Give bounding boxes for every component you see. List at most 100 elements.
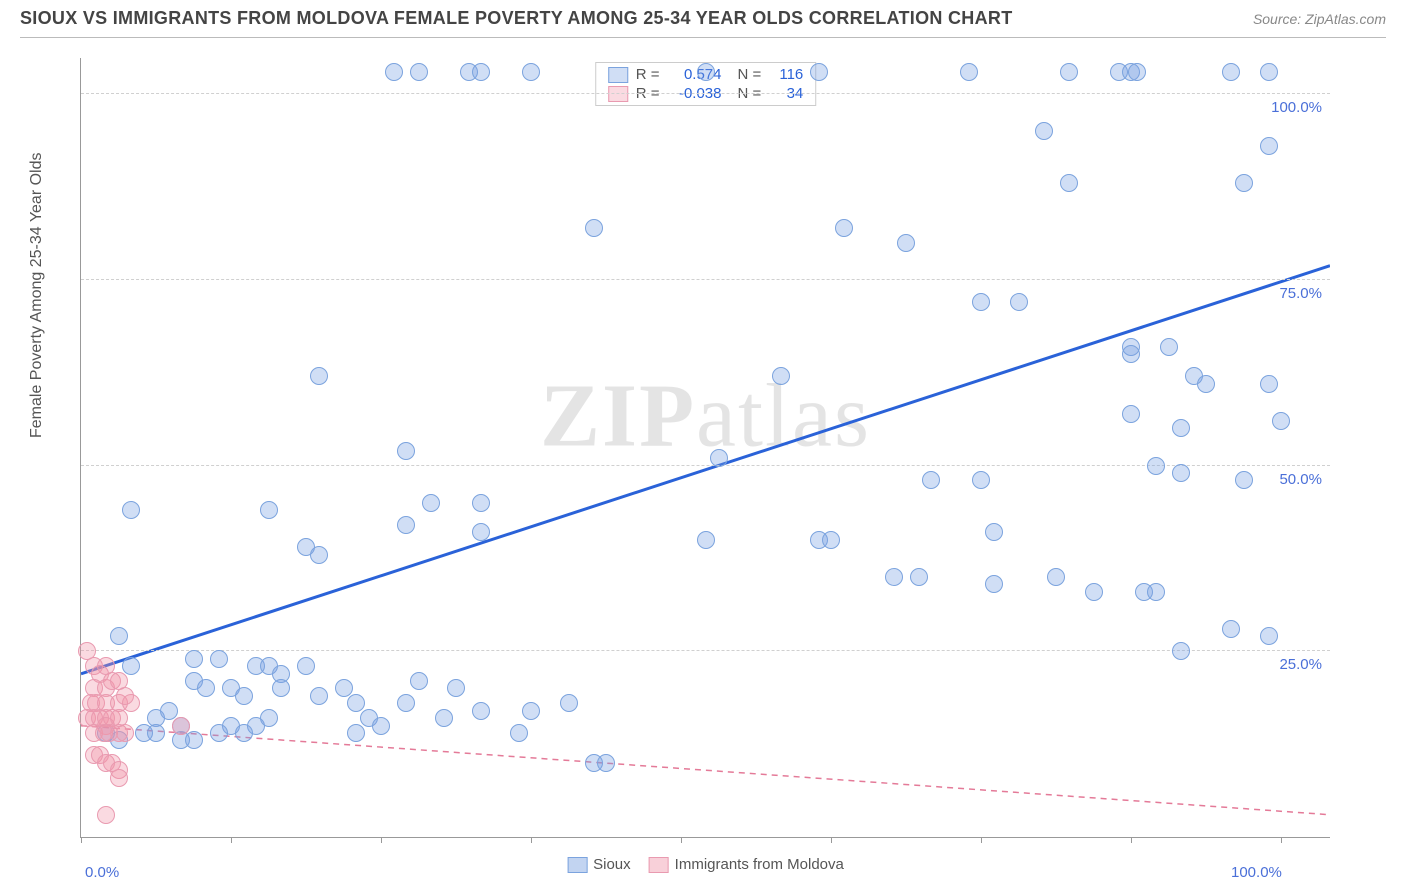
x-tick	[681, 837, 682, 843]
chart-container: Female Poverty Among 25-34 Year Olds ZIP…	[20, 37, 1386, 877]
data-point	[597, 754, 615, 772]
data-point	[185, 731, 203, 749]
data-point	[372, 717, 390, 735]
data-point	[1197, 375, 1215, 393]
x-tick	[231, 837, 232, 843]
legend-swatch	[649, 857, 669, 873]
data-point	[347, 694, 365, 712]
data-point	[147, 724, 165, 742]
data-point	[1260, 63, 1278, 81]
data-point	[1035, 122, 1053, 140]
data-point	[1122, 405, 1140, 423]
data-point	[1222, 63, 1240, 81]
legend-swatch	[567, 857, 587, 873]
data-point	[260, 501, 278, 519]
y-tick-label: 100.0%	[1271, 99, 1322, 116]
x-tick	[381, 837, 382, 843]
x-tick	[81, 837, 82, 843]
data-point	[510, 724, 528, 742]
data-point	[235, 687, 253, 705]
data-point	[697, 531, 715, 549]
data-point	[960, 63, 978, 81]
x-tick	[1281, 837, 1282, 843]
data-point	[1160, 338, 1178, 356]
data-point	[210, 724, 228, 742]
data-point	[185, 650, 203, 668]
data-point	[1047, 568, 1065, 586]
data-point	[116, 724, 134, 742]
legend-label: Sioux	[593, 856, 631, 873]
data-point	[472, 702, 490, 720]
data-point	[447, 679, 465, 697]
data-point	[1147, 457, 1165, 475]
legend-label: Immigrants from Moldova	[675, 856, 844, 873]
y-tick-label: 75.0%	[1279, 285, 1322, 302]
data-point	[310, 546, 328, 564]
n-label: N =	[738, 66, 762, 83]
data-point	[310, 367, 328, 385]
chart-title: SIOUX VS IMMIGRANTS FROM MOLDOVA FEMALE …	[20, 8, 1013, 29]
n-value: 116	[769, 66, 803, 83]
data-point	[397, 442, 415, 460]
data-point	[1260, 375, 1278, 393]
data-point	[410, 63, 428, 81]
data-point	[897, 234, 915, 252]
watermark-bold: ZIP	[540, 367, 696, 466]
data-point	[972, 471, 990, 489]
data-point	[1172, 464, 1190, 482]
data-point	[397, 516, 415, 534]
data-point	[116, 687, 134, 705]
data-point	[522, 702, 540, 720]
legend-swatch	[608, 67, 628, 83]
x-tick	[981, 837, 982, 843]
x-tick	[531, 837, 532, 843]
data-point	[710, 449, 728, 467]
data-point	[1235, 471, 1253, 489]
data-point	[985, 523, 1003, 541]
trend-line	[81, 266, 1330, 674]
data-point	[110, 769, 128, 787]
data-point	[235, 724, 253, 742]
data-point	[910, 568, 928, 586]
data-point	[310, 687, 328, 705]
data-point	[885, 568, 903, 586]
y-tick-label: 50.0%	[1279, 471, 1322, 488]
data-point	[1260, 627, 1278, 645]
data-point	[410, 672, 428, 690]
data-point	[260, 709, 278, 727]
data-point	[1147, 583, 1165, 601]
data-point	[1172, 419, 1190, 437]
r-label: R =	[636, 66, 660, 83]
data-point	[1010, 293, 1028, 311]
data-point	[1235, 174, 1253, 192]
data-point	[122, 501, 140, 519]
data-point	[385, 63, 403, 81]
x-tick	[1131, 837, 1132, 843]
grid-line-h	[81, 93, 1330, 94]
data-point	[972, 293, 990, 311]
x-tick-label: 100.0%	[1231, 864, 1282, 881]
data-point	[697, 63, 715, 81]
plot-area: ZIPatlas R =0.574N =116R =-0.038N =34 Si…	[80, 58, 1330, 838]
data-point	[172, 717, 190, 735]
data-point	[297, 657, 315, 675]
y-tick-label: 25.0%	[1279, 656, 1322, 673]
data-point	[1060, 63, 1078, 81]
data-point	[472, 63, 490, 81]
data-point	[110, 627, 128, 645]
data-point	[1122, 345, 1140, 363]
data-point	[1260, 137, 1278, 155]
chart-header: SIOUX VS IMMIGRANTS FROM MOLDOVA FEMALE …	[0, 0, 1406, 33]
grid-line-h	[81, 650, 1330, 651]
data-point	[347, 724, 365, 742]
data-point	[1085, 583, 1103, 601]
y-axis-label: Female Poverty Among 25-34 Year Olds	[28, 153, 46, 439]
data-point	[810, 63, 828, 81]
watermark: ZIPatlas	[540, 365, 871, 468]
data-point	[585, 219, 603, 237]
data-point	[522, 63, 540, 81]
data-point	[97, 806, 115, 824]
chart-source: Source: ZipAtlas.com	[1253, 11, 1386, 27]
data-point	[1128, 63, 1146, 81]
data-point	[922, 471, 940, 489]
